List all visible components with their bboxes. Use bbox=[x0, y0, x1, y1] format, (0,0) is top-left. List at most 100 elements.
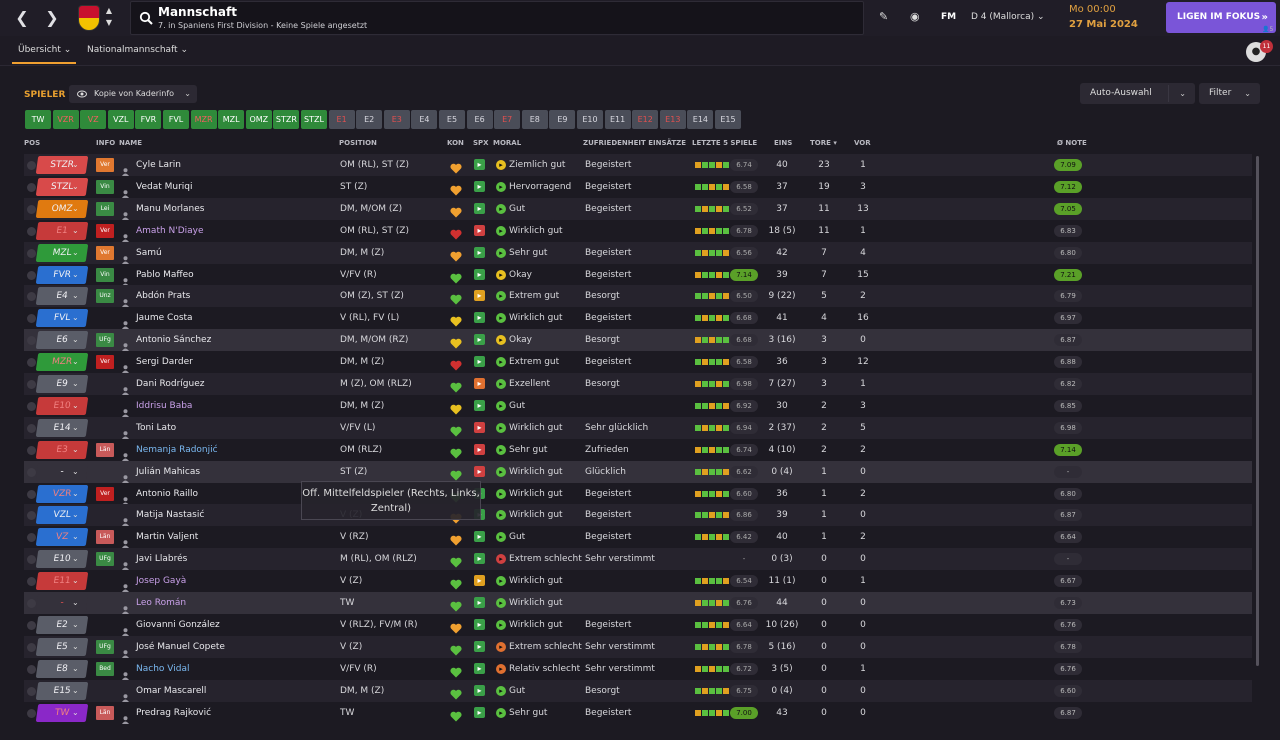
position-filter-e6[interactable]: E6 bbox=[466, 110, 493, 129]
position-badge[interactable]: E14 bbox=[35, 418, 89, 437]
position-badge[interactable]: VZ bbox=[35, 528, 89, 547]
select-checkbox[interactable] bbox=[27, 336, 36, 346]
player-name[interactable]: Dani Rodríguez bbox=[136, 379, 205, 389]
position-filter-stzr[interactable]: STZR bbox=[273, 110, 300, 129]
chevron-down-icon[interactable]: ⌄ bbox=[72, 203, 79, 213]
select-checkbox[interactable] bbox=[27, 642, 36, 652]
col-kon[interactable]: KON bbox=[447, 139, 464, 147]
position-filter-e8[interactable]: E8 bbox=[521, 110, 548, 129]
position-badge[interactable]: MZL bbox=[35, 243, 89, 262]
table-row[interactable]: E10 ⌄ Iddrisu Baba DM, M (Z) ▸ ▸ Gut 6.92 30 2 3 6.… bbox=[24, 395, 1252, 417]
player-name[interactable]: Vedat Muriqi bbox=[136, 181, 193, 192]
chevron-down-icon[interactable]: ⌄ bbox=[72, 466, 79, 476]
table-row[interactable]: E1 ⌄ Ver Amath N'Diaye OM (RL), ST (Z) ▸ ▸ Wirk… bbox=[24, 220, 1252, 242]
chevron-down-icon[interactable]: ⌄ bbox=[1179, 89, 1186, 98]
position-badge[interactable]: E3 bbox=[35, 440, 89, 459]
tab-national[interactable]: Nationalmannschaft ⌄ bbox=[87, 45, 189, 55]
player-name[interactable]: Predrag Rajković bbox=[136, 707, 212, 718]
position-filter-e12[interactable]: E12 bbox=[632, 110, 659, 129]
chevron-down-icon[interactable]: ⌄ bbox=[72, 225, 79, 235]
position-filter-omz[interactable]: OMZ bbox=[245, 110, 272, 129]
table-row[interactable]: E14 ⌄ Toni Lato V/FV (L) ▸ ▸ Wirklich gut Sehr … bbox=[24, 416, 1252, 439]
player-name[interactable]: Omar Mascarell bbox=[136, 685, 207, 696]
player-name[interactable]: Pablo Maffeo bbox=[136, 269, 194, 280]
player-name[interactable]: Josep Gayà bbox=[136, 576, 187, 587]
player-name[interactable]: Manu Morlanes bbox=[136, 203, 205, 214]
view-select[interactable]: Kopie von Kaderinfo ⌄ bbox=[69, 85, 197, 103]
position-badge[interactable]: E4 bbox=[35, 287, 89, 306]
select-checkbox[interactable] bbox=[27, 489, 36, 499]
tab-overview[interactable]: Übersicht ⌄ bbox=[18, 45, 72, 55]
col-pos[interactable]: POS bbox=[24, 139, 41, 147]
select-checkbox[interactable] bbox=[27, 226, 36, 236]
position-filter-fvr[interactable]: FVR bbox=[135, 110, 162, 129]
search-box[interactable]: Mannschaft 7. in Spaniens First Division… bbox=[130, 1, 864, 35]
col-tore[interactable]: TORE ▾ bbox=[810, 139, 837, 147]
chevron-down-icon[interactable]: ⌄ bbox=[72, 663, 79, 673]
position-filter-fvl[interactable]: FVL bbox=[163, 110, 189, 129]
chevron-down-icon[interactable]: ⌄ bbox=[72, 685, 79, 695]
position-filter-vzl[interactable]: VZL bbox=[107, 110, 134, 129]
position-filter-vz[interactable]: VZ bbox=[80, 110, 107, 129]
position-badge[interactable]: E1 bbox=[35, 221, 89, 240]
chevron-down-icon[interactable]: ⌄ bbox=[72, 335, 79, 345]
select-checkbox[interactable] bbox=[27, 599, 36, 608]
position-filter-vzr[interactable]: VZR bbox=[52, 110, 79, 129]
player-name[interactable]: Nemanja Radonjić bbox=[136, 444, 218, 455]
select-checkbox[interactable] bbox=[27, 161, 36, 170]
select-checkbox[interactable] bbox=[27, 423, 36, 433]
table-row[interactable]: E5 ⌄ UFg José Manuel Copete V (Z) ▸ ▸ Extrem sc… bbox=[24, 635, 1252, 658]
scrollbar[interactable] bbox=[1256, 156, 1259, 666]
chevron-down-icon[interactable]: ⌄ bbox=[72, 357, 79, 367]
position-filter-e5[interactable]: E5 bbox=[439, 110, 465, 129]
date-block[interactable]: Mo 00:00 27 Mai 2024 bbox=[1062, 0, 1158, 36]
col-name[interactable]: NAME bbox=[119, 139, 143, 147]
table-row[interactable]: E11 ⌄ Josep Gayà V (Z) ▸ ▸ Wirklich gut 6.54 11 … bbox=[24, 570, 1252, 593]
position-badge[interactable]: - bbox=[35, 594, 89, 612]
select-checkbox[interactable] bbox=[27, 620, 36, 630]
club-switch-icon[interactable]: ▲ ▼ bbox=[105, 6, 113, 27]
select-checkbox[interactable] bbox=[27, 182, 36, 192]
chevron-down-icon[interactable]: ⌄ bbox=[72, 291, 79, 301]
chevron-down-icon[interactable]: ⌄ bbox=[72, 554, 79, 564]
position-badge[interactable]: STZR bbox=[35, 156, 89, 174]
position-badge[interactable]: MZR bbox=[35, 353, 89, 372]
chevron-down-icon[interactable]: ⌄ bbox=[72, 598, 79, 607]
col-zufriedenheit[interactable]: ZUFRIEDENHEIT EINSÄTZE bbox=[583, 139, 687, 147]
select-checkbox[interactable] bbox=[27, 577, 36, 587]
table-row[interactable]: - ⌄ Leo Román TW ▸ ▸ Wirklich gut 6.76 44 0 0 6.73 bbox=[24, 592, 1252, 614]
position-filter-e15[interactable]: E15 bbox=[715, 110, 741, 129]
select-checkbox[interactable] bbox=[27, 511, 36, 521]
position-filter-e1[interactable]: E1 bbox=[328, 110, 355, 129]
chevron-down-icon[interactable]: ⌄ bbox=[72, 510, 79, 520]
player-name[interactable]: Iddrisu Baba bbox=[136, 400, 193, 411]
position-badge[interactable]: FVL bbox=[35, 309, 89, 328]
position-badge[interactable]: TW bbox=[35, 703, 89, 722]
table-row[interactable]: STZL ⌄ Vin Vedat Muriqi ST (Z) ▸ ▸ Hervorragend… bbox=[24, 176, 1252, 198]
table-row[interactable]: E3 ⌄ Län Nemanja Radonjić OM (RLZ) ▸ ▸ Sehr gut… bbox=[24, 439, 1252, 461]
table-row[interactable]: E8 ⌄ Bed Nacho Vidal V/FV (R) ▸ ▸ Relativ schle… bbox=[24, 658, 1252, 680]
select-checkbox[interactable] bbox=[27, 314, 36, 324]
auto-select-button[interactable]: Auto-Auswahl ⌄ bbox=[1080, 83, 1195, 104]
player-name[interactable]: Toni Lato bbox=[136, 422, 177, 433]
position-badge[interactable]: E15 bbox=[35, 681, 89, 700]
col-eins[interactable]: EINS bbox=[774, 139, 793, 147]
chevron-down-icon[interactable]: ⌄ bbox=[72, 160, 79, 169]
col-info[interactable]: INFO bbox=[96, 139, 116, 147]
player-name[interactable]: Antonio Sánchez bbox=[136, 335, 212, 346]
table-row[interactable]: E2 ⌄ Giovanni González V (RLZ), FV/M (R) ▸ ▸ W… bbox=[24, 614, 1252, 636]
position-filter-mzr[interactable]: MZR bbox=[190, 110, 217, 129]
position-filter-e9[interactable]: E9 bbox=[549, 110, 576, 129]
col-moral[interactable]: MORAL bbox=[493, 139, 522, 147]
table-row[interactable]: - ⌄ Julián Mahicas ST (Z) ▸ ▸ Wirklich gut Glüc… bbox=[24, 460, 1252, 483]
position-badge[interactable]: STZL bbox=[35, 177, 89, 196]
select-checkbox[interactable] bbox=[27, 401, 36, 411]
position-badge[interactable]: E11 bbox=[35, 572, 89, 591]
chevron-down-icon[interactable]: ⌄ bbox=[72, 422, 79, 432]
position-filter-e13[interactable]: E13 bbox=[659, 110, 686, 129]
player-name[interactable]: Amath N'Diaye bbox=[136, 225, 204, 236]
player-name[interactable]: Jaume Costa bbox=[136, 313, 193, 324]
player-name[interactable]: Sergi Darder bbox=[136, 357, 193, 368]
position-filter-e7[interactable]: E7 bbox=[494, 110, 521, 129]
